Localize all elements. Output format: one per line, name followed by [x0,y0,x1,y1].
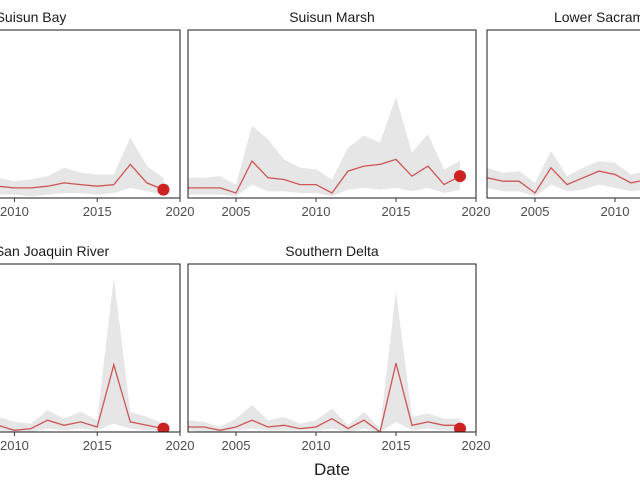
panel-plot-area [0,277,170,432]
x-tick-label: 2010 [302,204,331,219]
facet-panel: Lower Sacramento River2005201020152020 [486,9,640,219]
last-value-point [454,170,466,183]
facet-title: Southern Delta [285,243,379,259]
x-tick-label: 2020 [166,204,195,219]
confidence-ribbon [188,290,460,432]
x-tick-label: 2015 [83,204,112,219]
facet-title: Suisun Marsh [289,9,375,25]
x-tick-label: 2005 [521,204,550,219]
x-tick-label: 2015 [382,204,411,219]
x-tick-label: 2005 [222,204,251,219]
x-tick-label: 2020 [166,438,195,453]
x-tick-label: 2010 [0,438,29,453]
x-tick-label: 2015 [83,438,112,453]
x-tick-label: 2010 [0,204,29,219]
confidence-ribbon [188,97,460,197]
series-line [188,362,460,432]
facet-panel: Suisun Bay2005201020152020 [0,9,194,219]
series-line [188,158,461,194]
confidence-ribbon [0,137,164,197]
x-tick-label: 2010 [601,204,630,219]
panel-frame [0,263,181,433]
x-tick-label: 2010 [302,438,331,453]
panel-plot-area [0,137,170,197]
panel-plot-area [487,151,640,197]
panel-plot-area [188,290,466,432]
last-value-point [157,422,170,432]
last-value-point [454,422,466,432]
panel-plot-area [188,97,466,197]
x-tick-label: 2020 [462,204,491,219]
facet-panel: Suisun Marsh 2005 2010 2015 2020 [187,9,491,219]
x-tick-label: 2015 [382,438,411,453]
x-tick-label: 2020 [462,438,491,453]
x-tick-label: 2005 [222,438,251,453]
series-line [0,362,164,431]
facet-panel: Lower San Joaquin River2005201020152020 [0,243,194,453]
series-line [487,166,640,194]
confidence-ribbon [487,151,640,197]
facet-title: Lower Sacramento River [554,9,640,25]
facet-panel: Southern Delta 2005 2010 2015 2020 [187,243,491,453]
panel-frame [187,263,477,433]
x-axis-title: Date [314,460,350,479]
panel-frame [187,29,477,199]
series-line [0,163,164,191]
panel-frame [486,29,640,199]
facet-title: Suisun Bay [0,9,66,25]
facet-title: Lower San Joaquin River [0,243,110,259]
panel-frame [0,29,181,199]
confidence-ribbon [0,277,164,432]
last-value-point [157,183,170,196]
panels-layer: Suisun Bay 2005 2010 2015 2020 Suisun Marsh 20… [0,9,640,453]
